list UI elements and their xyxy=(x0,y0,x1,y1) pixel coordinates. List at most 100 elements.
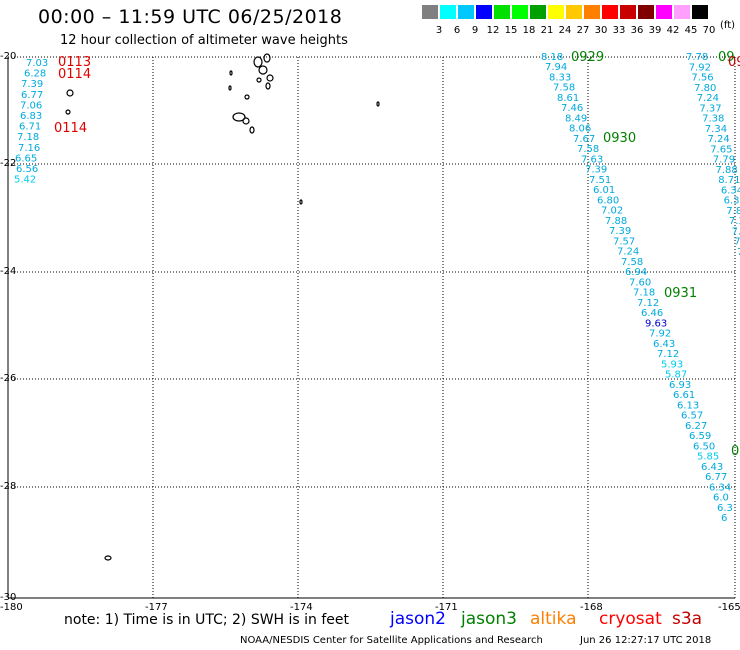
wave-height-value: 6.93 xyxy=(669,380,691,391)
time-label: 0931 xyxy=(664,286,697,301)
wave-height-value: 6.80 xyxy=(597,195,619,206)
scale-label: 12 xyxy=(486,25,500,36)
scale-swatch xyxy=(494,5,510,19)
island-outline xyxy=(263,53,271,63)
scale-swatch xyxy=(674,5,690,19)
wave-height-value: 7.58 xyxy=(621,257,643,268)
wave-height-value: 7.39 xyxy=(609,226,631,237)
scale-label: 70 xyxy=(702,25,716,36)
island-outline xyxy=(265,82,271,90)
footer-note: note: 1) Time is in UTC; 2) SWH is in fe… xyxy=(64,612,350,628)
scale-swatch xyxy=(458,5,474,19)
wave-height-value: 7. xyxy=(732,227,740,238)
island-outline xyxy=(229,70,233,76)
wave-height-value: 7 xyxy=(737,247,740,258)
wave-height-value: 7.06 xyxy=(20,100,42,111)
scale-swatch xyxy=(584,5,600,19)
island-outline xyxy=(104,555,112,561)
wave-height-value: 6.28 xyxy=(24,69,46,80)
generated-timestamp: Jun 26 12:27:17 UTC 2018 xyxy=(580,635,712,646)
wave-height-value: 7.56 xyxy=(691,73,713,84)
wave-height-value: 6.43 xyxy=(701,462,723,473)
latitude-label: -28 xyxy=(0,481,17,492)
time-label: 09 xyxy=(728,55,740,70)
wave-height-value: 6.59 xyxy=(689,431,711,442)
wave-height-value: 6.83 xyxy=(20,111,42,122)
wave-height-value: 7.88 xyxy=(605,216,627,227)
scale-swatch xyxy=(440,5,456,19)
island-outline xyxy=(242,117,250,125)
time-label: 0 xyxy=(731,444,739,459)
wave-height-value: 8.71 xyxy=(718,175,740,186)
satellite-name-jason2: jason2 xyxy=(390,609,446,629)
scale-label: 45 xyxy=(684,25,698,36)
satellite-name-jason3: jason3 xyxy=(461,609,517,629)
wave-height-value: 6.43 xyxy=(653,339,675,350)
wave-height-value: 6.32 xyxy=(724,196,740,207)
wave-height-value: 7. xyxy=(734,237,740,248)
wave-height-value: 7.03 xyxy=(26,58,48,69)
longitude-label: -165 xyxy=(718,602,740,613)
wave-height-value: 7.78 xyxy=(686,52,708,63)
island-outline xyxy=(244,94,250,100)
wave-height-value: 7.92 xyxy=(649,329,671,340)
longitude-label: -171 xyxy=(435,602,458,613)
wave-height-value: 6.34 xyxy=(709,482,731,493)
wave-height-value: 7.57 xyxy=(613,236,635,247)
time-label: 0114 xyxy=(58,67,91,82)
wave-height-value: 7.24 xyxy=(697,93,719,104)
wave-height-value: 7.02 xyxy=(601,206,623,217)
time-label: 09 xyxy=(718,50,735,65)
wave-height-value: 6.57 xyxy=(681,411,703,422)
island-outline xyxy=(228,85,232,91)
island-outline xyxy=(232,112,246,122)
wave-height-value: 7.79 xyxy=(713,155,735,166)
wave-height-value: 7.18 xyxy=(633,288,655,299)
scale-unit-label: (ft) xyxy=(720,20,736,31)
wave-height-value: 7.18 xyxy=(17,132,39,143)
scale-swatch xyxy=(476,5,492,19)
island-outline xyxy=(266,74,274,82)
wave-height-value: 7.46 xyxy=(561,103,583,114)
satellite-name-altika: altika xyxy=(530,609,577,629)
island-outline xyxy=(256,77,262,83)
scale-label: 9 xyxy=(471,25,479,36)
wave-height-value: 9.63 xyxy=(645,318,667,329)
credit-line: NOAA/NESDIS Center for Satellite Applica… xyxy=(240,635,543,646)
wave-height-value: 6.50 xyxy=(693,441,715,452)
scale-swatch xyxy=(620,5,636,19)
time-label: 0114 xyxy=(54,121,87,136)
scale-label: 33 xyxy=(612,25,626,36)
scale-label: 27 xyxy=(576,25,590,36)
wave-height-value: 6.46 xyxy=(641,308,663,319)
wave-height-value: 7.39 xyxy=(21,79,43,90)
island-outline xyxy=(258,65,268,75)
wave-height-value: 7.37 xyxy=(699,103,721,114)
wave-height-value: 6.77 xyxy=(705,472,727,483)
scale-swatch xyxy=(548,5,564,19)
wave-height-value: 7.88 xyxy=(716,165,738,176)
wave-height-value: 6.56 xyxy=(16,164,38,175)
wave-height-value: 7.24 xyxy=(617,247,639,258)
wave-height-value: 6.71 xyxy=(19,122,41,133)
wave-height-value: 7.80 xyxy=(694,83,716,94)
island-outlines xyxy=(65,53,380,561)
wave-height-value: 7.16 xyxy=(18,143,40,154)
wave-height-value: 6.0 xyxy=(713,493,729,504)
wave-height-value: 6.3 xyxy=(717,503,733,514)
scale-label: 39 xyxy=(648,25,662,36)
scale-label: 3 xyxy=(435,25,443,36)
wave-height-value: 7.65 xyxy=(710,144,732,155)
longitude-label: -177 xyxy=(145,602,168,613)
wave-height-value: 7.60 xyxy=(629,277,651,288)
island-outline xyxy=(249,126,255,134)
scale-label: 36 xyxy=(630,25,644,36)
wave-height-value: 7.63 xyxy=(581,154,603,165)
wave-height-value: 8.49 xyxy=(565,114,587,125)
latitude-label: -22 xyxy=(0,158,17,169)
scale-swatch xyxy=(638,5,654,19)
wave-height-value: 7.94 xyxy=(545,62,567,73)
wave-height-value: 6.13 xyxy=(677,400,699,411)
latitude-label: -26 xyxy=(0,373,17,384)
scale-swatch xyxy=(422,5,438,19)
